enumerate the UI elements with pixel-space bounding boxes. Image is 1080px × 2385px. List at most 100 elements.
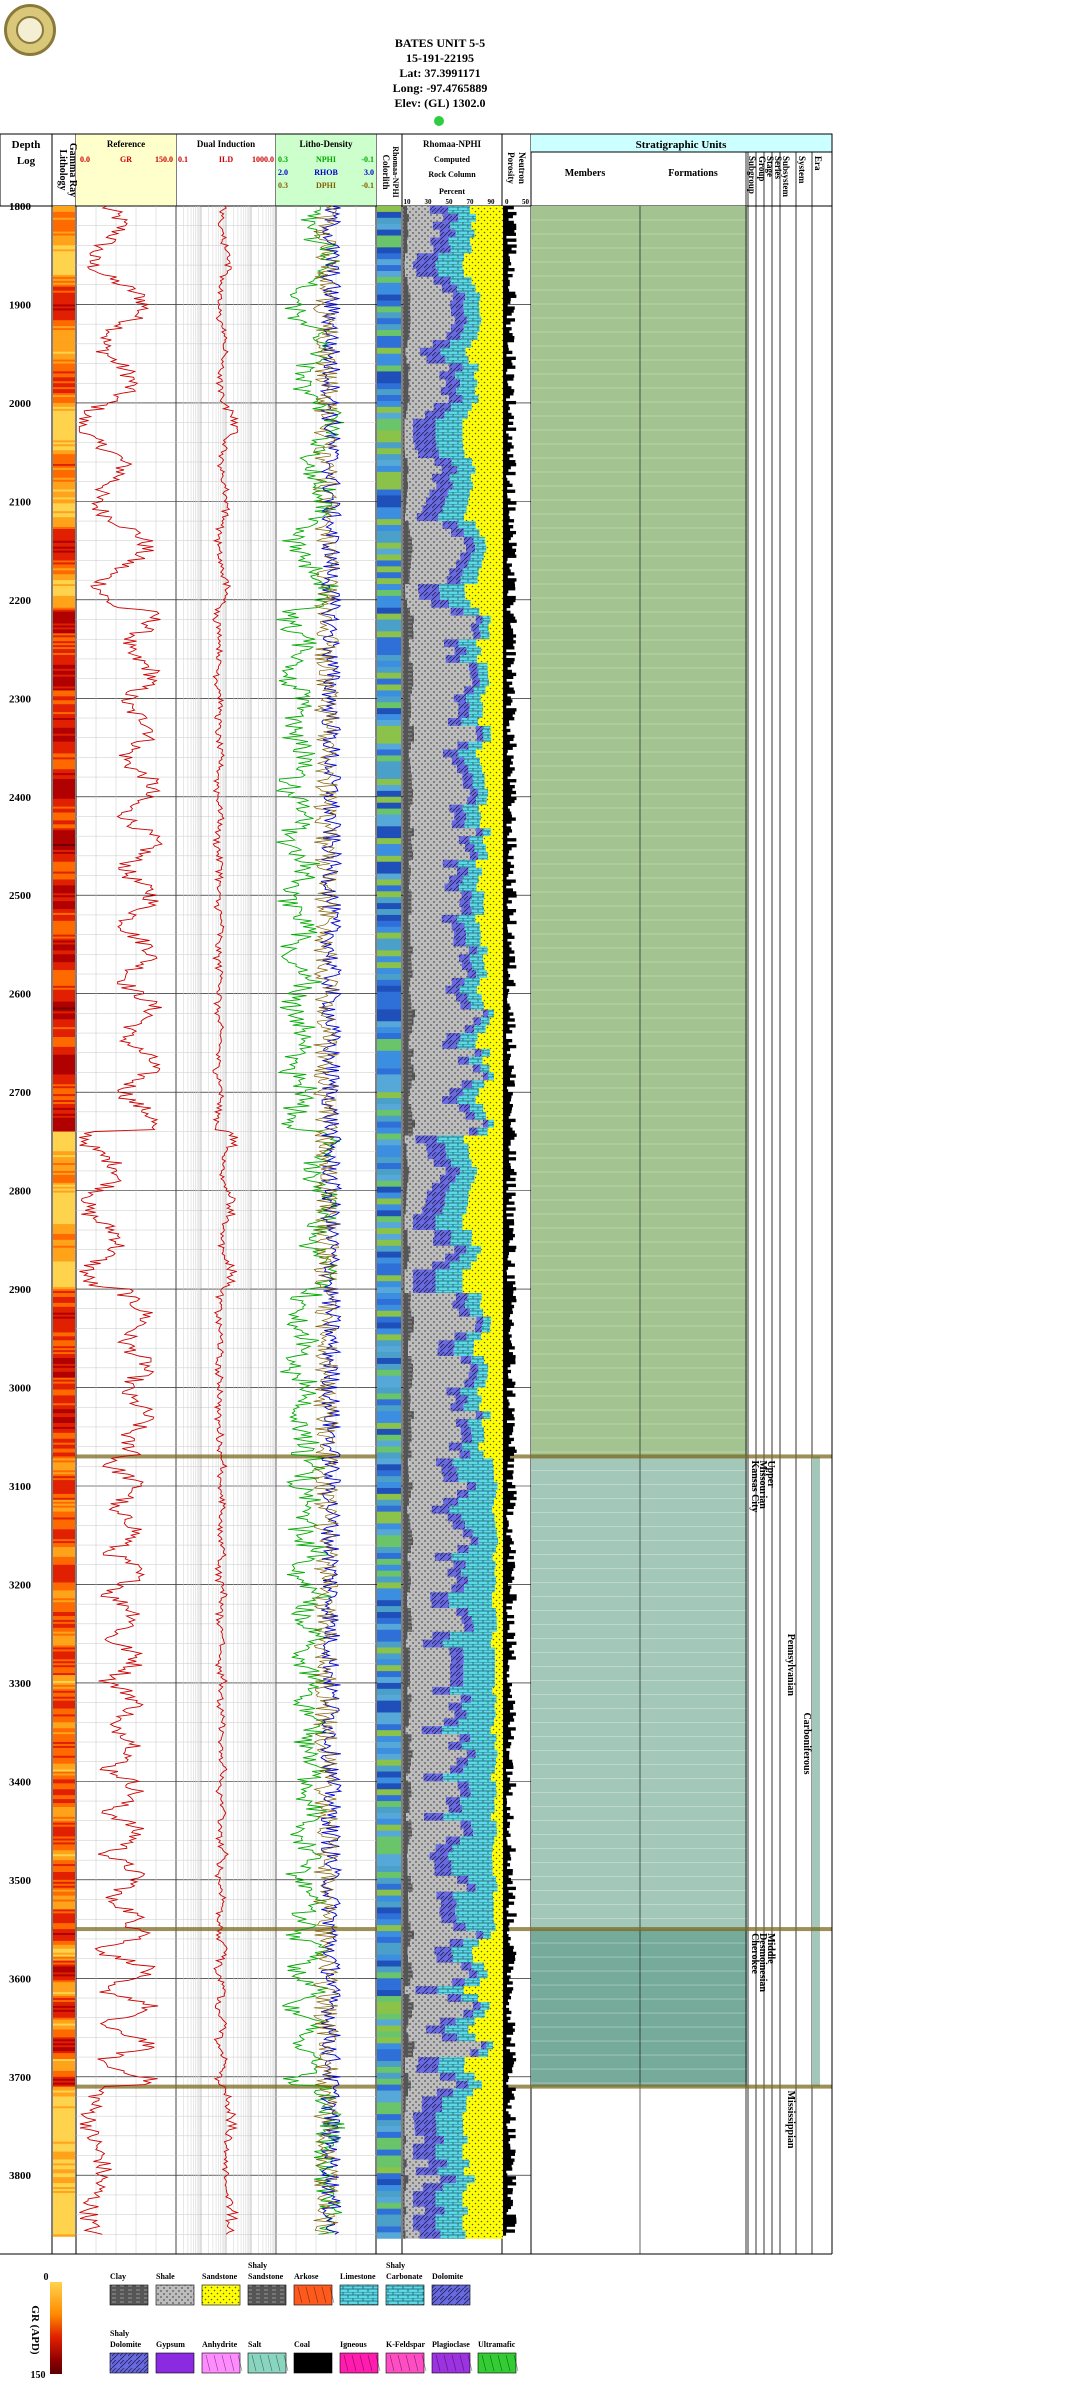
rock-shale <box>409 1387 447 1396</box>
rock-limestone <box>447 489 470 498</box>
colorlith-band <box>377 318 401 325</box>
lithology-color-band <box>53 936 75 940</box>
lithology-color-band <box>53 1572 75 1576</box>
rock-limestone <box>480 1064 490 1073</box>
porosity-fill <box>503 1284 513 1288</box>
lithology-color-band <box>53 1068 75 1071</box>
lithology-color-band <box>53 1426 75 1430</box>
colorlith-title: Colorlith <box>381 155 391 190</box>
porosity-fill <box>503 752 507 756</box>
rock-shale <box>404 2198 413 2208</box>
lithology-color-band <box>53 966 75 969</box>
lithology-color-band <box>53 337 75 341</box>
rock-clay <box>403 867 412 877</box>
rock-shale <box>412 544 466 554</box>
rock-sandstone <box>486 796 503 806</box>
colorlith-band <box>377 737 401 745</box>
colorlith-band <box>377 2190 401 2198</box>
lithology-color-band <box>53 881 75 884</box>
lithology-color-band <box>53 2027 75 2031</box>
rock-limestone <box>435 1285 463 1294</box>
porosity-fill <box>503 678 507 682</box>
lithology-color-band <box>53 765 75 768</box>
rock-shale <box>412 1623 465 1633</box>
lithology-color-band <box>53 670 75 674</box>
porosity-fill <box>503 1544 510 1548</box>
lithology-color-band <box>53 1848 75 1851</box>
rock-dolomite <box>436 1891 453 1901</box>
depth-label-3800: 3800 <box>9 2170 32 2182</box>
rock-shale <box>405 591 420 601</box>
colorlith-band <box>377 235 401 242</box>
lithology-color-band <box>53 700 75 703</box>
lithology-color-band <box>53 1789 75 1792</box>
colorlith-band <box>377 590 401 597</box>
colorlith-band <box>377 1570 401 1578</box>
lithology-color-band <box>53 1314 75 1318</box>
rock-limestone <box>436 2120 464 2129</box>
rock-limestone <box>463 1663 496 1672</box>
rock-shale <box>410 1300 453 1310</box>
porosity-fill <box>503 214 513 219</box>
lithology-color-band <box>53 448 75 451</box>
lithology-color-band <box>53 2041 75 2044</box>
lithology-color-band <box>53 1466 75 1469</box>
colorlith-band <box>377 838 401 845</box>
rock-limestone <box>450 1237 472 1247</box>
colorlith-band <box>377 1783 401 1790</box>
rock-shale <box>406 489 430 498</box>
formations-title: Formations <box>668 168 718 179</box>
porosity-fill <box>503 1895 516 1899</box>
lithology-color-band <box>53 213 75 217</box>
porosity-fill <box>503 734 515 739</box>
rock-sandstone <box>462 1285 503 1294</box>
rock-dolomite <box>422 1206 443 1215</box>
lithology-color-band <box>53 1523 75 1526</box>
lithology-color-band <box>53 2043 75 2046</box>
legend-swatch-hatch <box>343 2354 349 2372</box>
lithology-color-band <box>53 487 75 491</box>
colorlith-band <box>377 844 401 851</box>
rock-shale <box>407 1686 433 1696</box>
colorlith-band <box>377 1210 401 1217</box>
rock-limestone <box>465 1923 496 1932</box>
lithology-color-band <box>53 1684 75 1688</box>
rock-limestone <box>458 213 477 223</box>
porosity-fill <box>503 1827 508 1832</box>
rock-limestone <box>474 1025 486 1034</box>
lithology-color-band <box>53 723 75 727</box>
lithology-color-band <box>53 1090 75 1093</box>
rock-dolomite <box>413 2112 436 2121</box>
lithology-color-band <box>53 2143 75 2147</box>
porosity-fill <box>503 1136 515 1140</box>
lithology-color-band <box>53 410 75 414</box>
lithology-color-band <box>53 763 75 766</box>
rock-sandstone <box>471 1182 503 1192</box>
rock-shale <box>410 300 451 309</box>
reference-curve: GR <box>120 155 132 164</box>
lithology-color-band <box>53 743 75 747</box>
rock-dolomite <box>447 718 462 727</box>
rock-sandstone <box>497 1828 503 1838</box>
lithology-color-band <box>53 2137 75 2141</box>
colorlith-band <box>377 324 401 331</box>
lithology-color-band <box>53 1570 75 1574</box>
lithology-color-band <box>53 1877 75 1881</box>
rock-limestone <box>470 1734 497 1743</box>
rockcolumn-tick-30: 30 <box>425 198 433 206</box>
rock-clay <box>403 922 411 932</box>
rock-clay <box>403 2112 405 2121</box>
porosity-fill <box>503 359 512 363</box>
rock-dolomite <box>461 1615 472 1625</box>
rock-shale <box>404 2120 415 2129</box>
lithology-color-band <box>53 2147 75 2151</box>
rock-clay <box>403 1694 412 1704</box>
lithology-color-band <box>53 251 75 254</box>
rock-clay <box>403 1009 415 1018</box>
lithology-color-band <box>53 1155 75 1158</box>
porosity-fill <box>503 433 509 437</box>
lithology-color-band <box>53 1129 75 1133</box>
rock-clay <box>403 2096 406 2105</box>
lithology-color-band <box>53 2216 75 2220</box>
colorlith-band <box>377 873 401 880</box>
